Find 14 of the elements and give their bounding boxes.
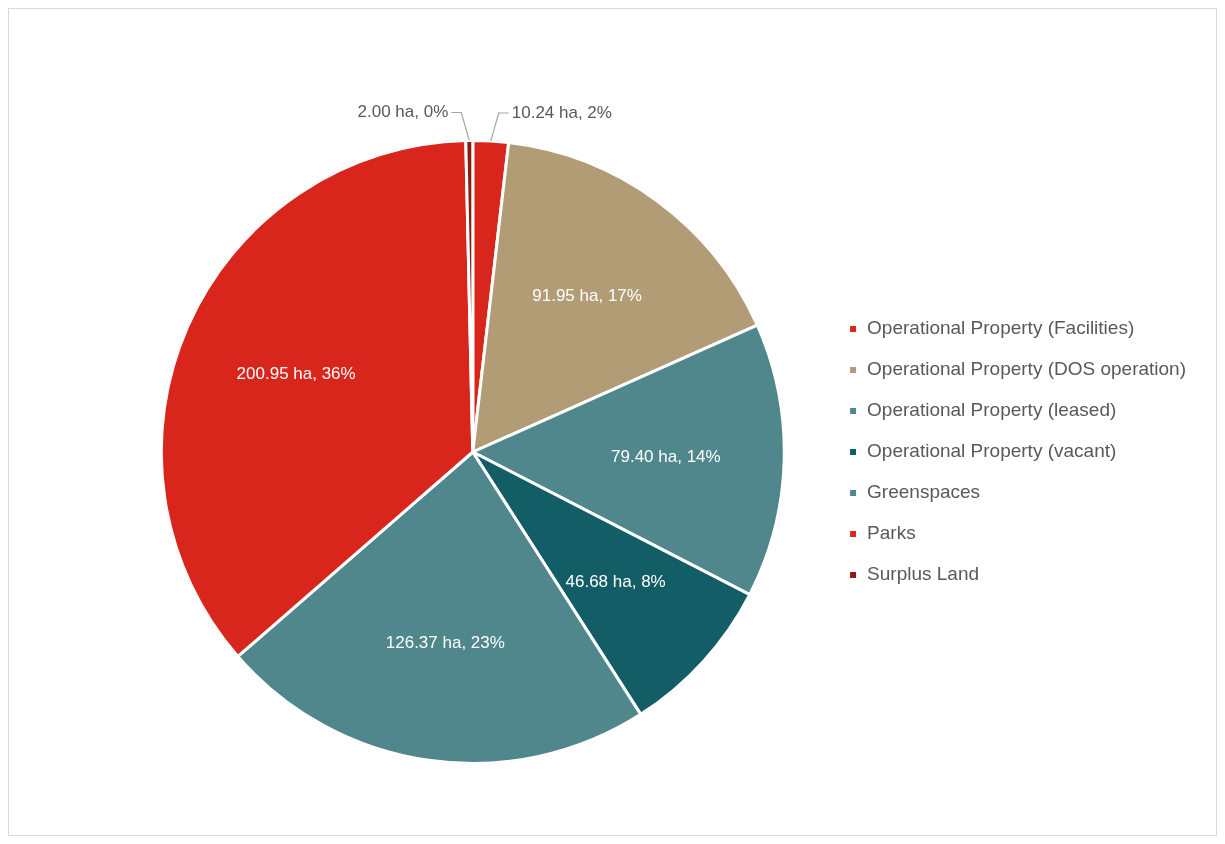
data-label: 2.00 ha, 0% (357, 102, 449, 122)
data-label: 46.68 ha, 8% (565, 571, 666, 591)
legend-label: Operational Property (leased) (867, 399, 1117, 421)
data-label: 200.95 ha, 36% (236, 363, 356, 383)
data-label: 79.40 ha, 14% (611, 447, 721, 467)
legend-label: Operational Property (Facilities) (867, 317, 1135, 339)
data-label: 10.24 ha, 2% (511, 102, 612, 122)
legend-label: Parks (867, 522, 916, 544)
legend-label: Operational Property (vacant) (867, 440, 1117, 462)
data-label: 91.95 ha, 17% (532, 286, 642, 306)
legend-label: Greenspaces (867, 481, 981, 503)
legend-label: Operational Property (DOS operation) (867, 358, 1187, 380)
legend-label: Surplus Land (867, 563, 980, 585)
data-label: 126.37 ha, 23% (385, 632, 505, 652)
